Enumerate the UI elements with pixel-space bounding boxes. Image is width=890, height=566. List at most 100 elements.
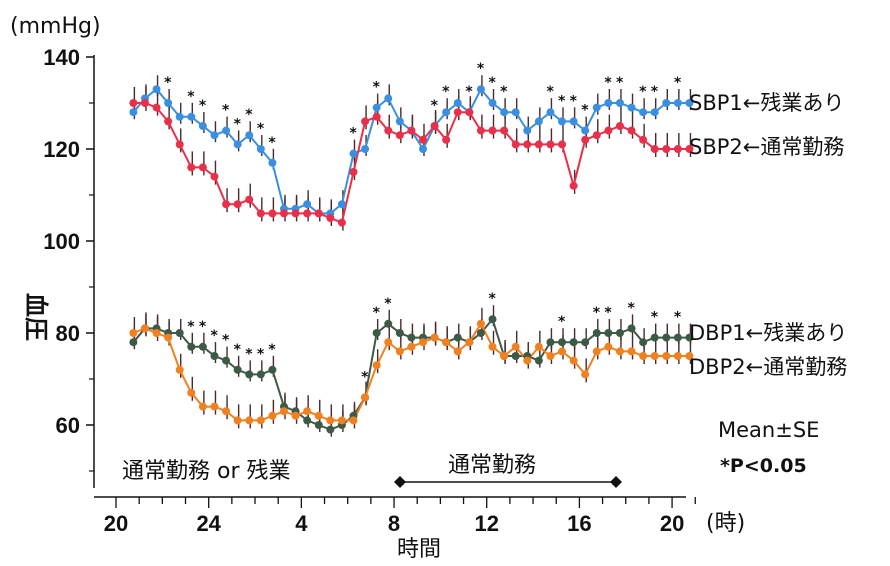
data-point-sbp2 [604,126,613,135]
data-point-dbp2 [453,347,462,356]
data-point-dbp1 [314,421,323,429]
data-point-dbp2 [349,416,358,425]
data-point-sbp2 [558,140,567,149]
series-label-dbp2: DBP2←通常勤務 [689,355,847,379]
significance-star-sbp1: * [674,75,682,91]
data-point-dbp2 [465,338,474,347]
data-point-dbp1 [175,329,184,337]
data-point-sbp1 [337,200,346,209]
data-point-sbp1 [222,126,231,135]
significance-star-sbp1: * [349,126,357,142]
data-point-dbp2 [291,411,300,420]
data-point-sbp2 [407,126,416,135]
data-point-sbp2 [476,126,485,135]
data-point-sbp2 [233,200,242,209]
data-point-sbp1 [673,99,682,107]
data-point-sbp1 [488,99,497,107]
data-point-dbp2 [558,347,567,356]
data-point-dbp2 [279,407,288,416]
data-point-sbp1 [233,140,242,149]
data-point-dbp1 [129,338,138,347]
data-point-dbp2 [430,333,439,342]
significance-star-sbp1: * [581,103,589,119]
series-line-sbp1 [132,87,690,215]
data-point-sbp2 [291,209,300,218]
data-point-dbp1 [256,370,265,379]
data-point-sbp2 [442,135,451,144]
significance-star-sbp1: * [268,135,276,151]
data-point-dbp2 [581,370,590,379]
data-point-dbp2 [384,338,393,347]
data-point-dbp2 [256,416,265,425]
data-point-dbp1 [546,338,555,347]
data-point-dbp2 [222,407,231,416]
data-point-dbp2 [395,347,404,356]
data-point-dbp2 [326,416,335,425]
data-point-dbp2 [361,393,370,402]
data-point-dbp1 [210,352,219,360]
data-point-sbp2 [187,163,196,172]
data-point-sbp1 [210,131,219,140]
significance-star-dbp1: * [384,296,392,312]
significance-star-sbp1: * [442,84,450,100]
data-point-dbp1 [639,338,648,347]
x-unit-label: (時) [706,511,745,536]
x-tick-label: 20 [104,511,128,536]
data-point-dbp2 [523,356,532,365]
data-point-dbp2 [500,352,509,360]
data-point-dbp2 [604,342,613,351]
data-point-dbp1 [558,338,567,347]
data-point-sbp1 [303,200,312,209]
data-point-sbp1 [558,117,567,126]
data-point-dbp2 [592,347,601,356]
data-point-dbp2 [233,416,242,425]
data-point-sbp2 [534,140,543,149]
significance-star-dbp1: * [187,319,195,335]
data-point-sbp1 [384,94,393,103]
data-point-sbp2 [523,140,532,149]
data-point-sbp2 [673,145,682,153]
significance-star-sbp1: * [222,103,230,119]
data-point-sbp1 [615,99,624,107]
data-point-dbp1 [650,333,659,342]
data-point-dbp1 [511,352,520,360]
data-point-dbp1 [326,425,335,434]
data-point-dbp1 [581,338,590,347]
data-point-sbp2 [465,108,474,117]
data-point-dbp2 [198,402,207,411]
data-point-sbp2 [175,140,184,149]
significance-star-sbp1: * [465,84,473,100]
data-point-sbp1 [175,112,184,121]
data-point-sbp1 [129,108,138,117]
significance-star-dbp1: * [210,328,218,344]
significance-star-sbp1: * [245,107,253,123]
significance-star-sbp1: * [616,75,624,91]
data-point-sbp2 [164,117,173,126]
data-point-dbp2 [442,338,451,347]
significance-star-dbp1: * [268,342,276,358]
data-point-sbp1 [395,117,404,126]
period-label-left: 通常勤務 or 残業 [122,459,291,484]
x-tick-label: 16 [567,511,591,536]
data-point-sbp2 [488,126,497,135]
significance-star-sbp1: * [500,84,508,100]
data-point-sbp2 [685,145,694,153]
data-point-sbp2 [372,112,381,121]
significance-star-dbp1: * [489,291,497,307]
x-tick-label: 24 [196,511,221,536]
significance-star-sbp1: * [199,98,207,114]
data-point-dbp2 [569,356,578,365]
data-point-dbp1 [222,356,231,365]
data-point-sbp1 [245,131,254,140]
data-point-sbp2 [337,218,346,227]
data-point-sbp2 [615,122,624,130]
x-tick-label: 20 [660,511,684,536]
significance-star-dbp1: * [234,342,242,358]
data-point-sbp1 [268,158,277,167]
significance-star-dbp1: * [674,310,682,326]
data-point-sbp2 [222,200,231,209]
data-point-dbp1 [615,329,624,337]
data-point-dbp1 [662,333,671,342]
data-point-dbp2 [662,352,671,360]
